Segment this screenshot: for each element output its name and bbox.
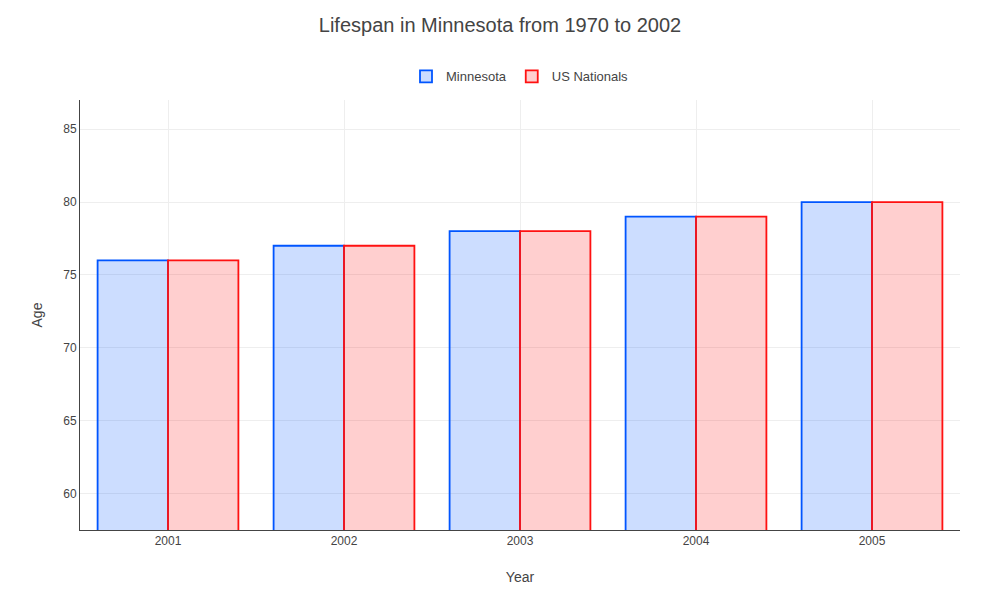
svg-text:85: 85: [63, 122, 77, 136]
svg-text:Year: Year: [506, 569, 535, 585]
svg-text:70: 70: [63, 341, 77, 355]
svg-text:2005: 2005: [859, 534, 886, 548]
svg-text:2004: 2004: [683, 534, 710, 548]
svg-text:Minnesota: Minnesota: [446, 69, 507, 84]
svg-text:2002: 2002: [331, 534, 358, 548]
svg-text:60: 60: [63, 487, 77, 501]
svg-text:2001: 2001: [155, 534, 182, 548]
svg-text:80: 80: [63, 195, 77, 209]
svg-text:75: 75: [63, 268, 77, 282]
svg-text:US Nationals: US Nationals: [552, 69, 628, 84]
svg-text:65: 65: [63, 414, 77, 428]
svg-text:2003: 2003: [507, 534, 534, 548]
svg-text:Age: Age: [29, 302, 45, 327]
svg-text:Lifespan in Minnesota from 197: Lifespan in Minnesota from 1970 to 2002: [319, 14, 681, 36]
